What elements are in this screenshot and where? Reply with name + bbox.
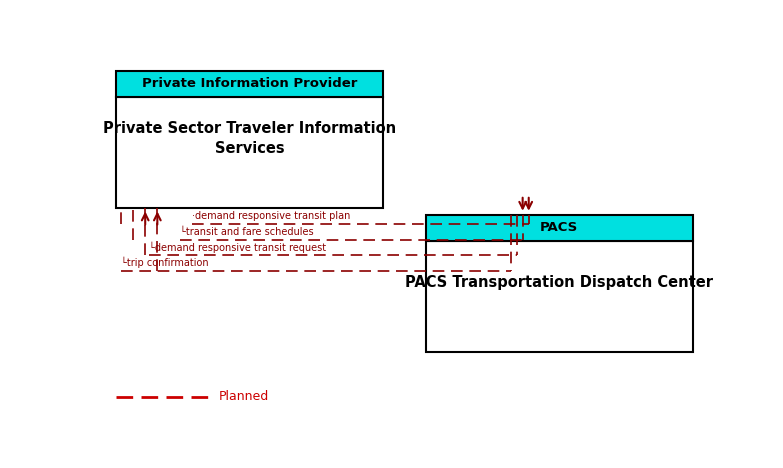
- Text: Planned: Planned: [219, 390, 269, 403]
- Bar: [426, 241, 693, 351]
- Text: PACS Transportation Dispatch Center: PACS Transportation Dispatch Center: [405, 275, 713, 290]
- Text: Private Sector Traveler Information
Services: Private Sector Traveler Information Serv…: [103, 121, 396, 156]
- Text: └demand responsive transit request: └demand responsive transit request: [150, 241, 327, 253]
- Text: └transit and fare schedules: └transit and fare schedules: [180, 227, 313, 237]
- Bar: [426, 215, 693, 241]
- Text: └trip confirmation: └trip confirmation: [121, 256, 208, 268]
- Text: PACS: PACS: [540, 221, 578, 234]
- Bar: [116, 71, 383, 96]
- Text: ·demand responsive transit plan: ·demand responsive transit plan: [192, 211, 350, 221]
- Bar: [116, 96, 383, 207]
- Text: Private Information Provider: Private Information Provider: [142, 77, 357, 90]
